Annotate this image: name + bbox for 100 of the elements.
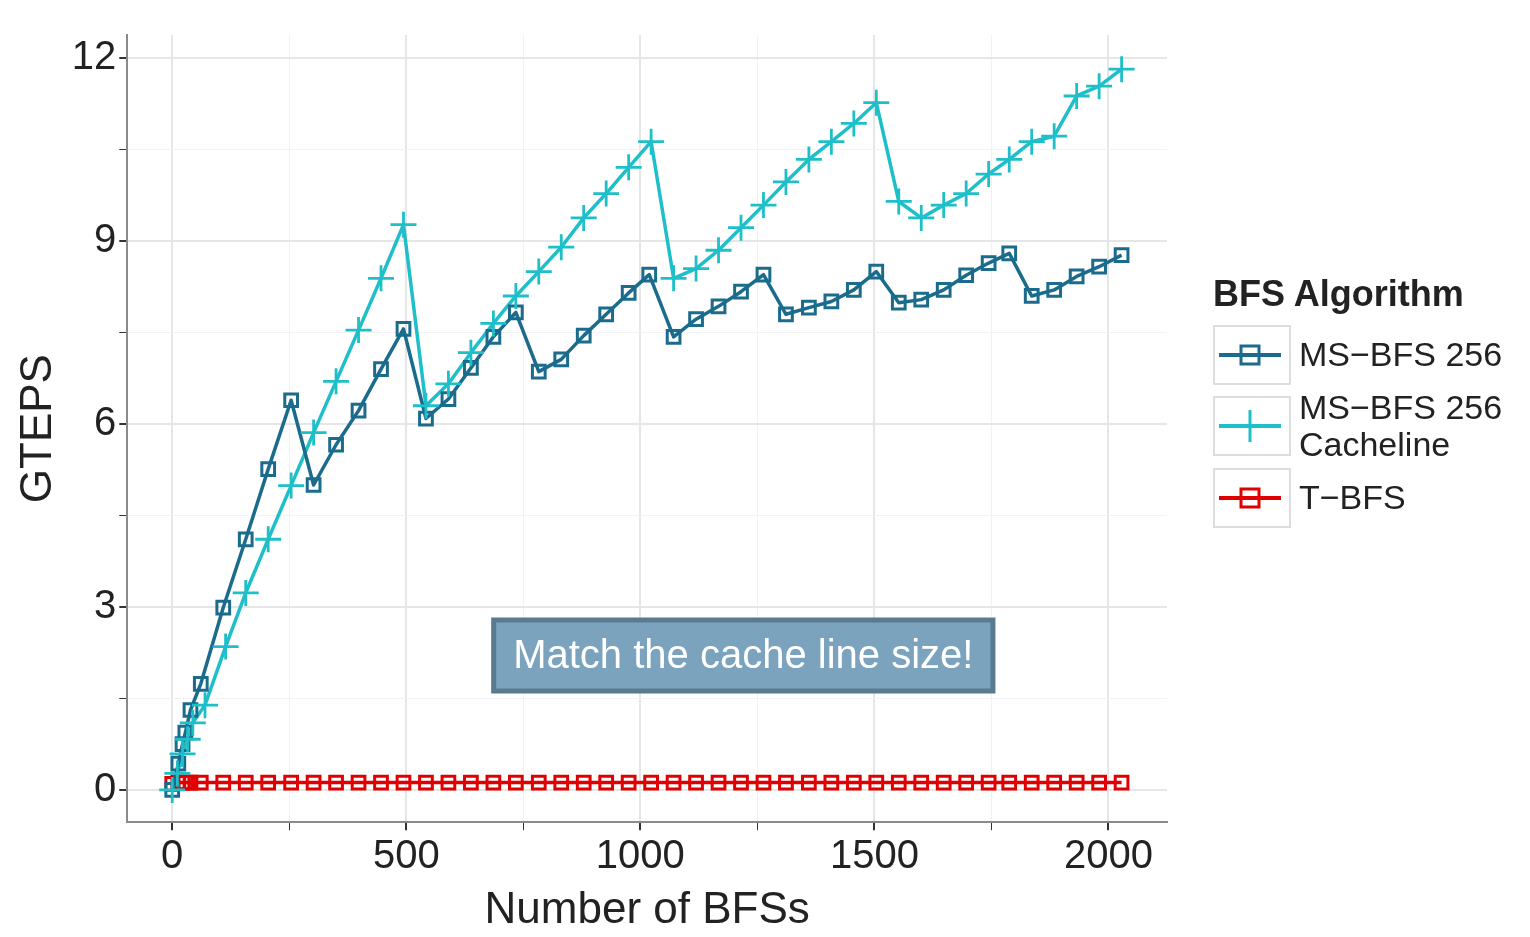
y-axis-title: GTEPS [10, 354, 60, 504]
point [1086, 73, 1113, 100]
point [890, 774, 907, 791]
point [174, 726, 201, 753]
point [350, 774, 367, 791]
point [1001, 774, 1018, 791]
point [328, 774, 344, 791]
point [255, 526, 282, 553]
point [975, 161, 1002, 188]
point [237, 531, 254, 548]
point [1068, 268, 1085, 285]
point [868, 774, 885, 791]
point [345, 317, 372, 344]
y-tick-label: 3 [94, 581, 117, 626]
y-tick-label: 6 [94, 399, 117, 444]
point [958, 774, 975, 791]
point [728, 214, 755, 241]
point [530, 774, 547, 791]
point [260, 461, 277, 478]
point [818, 128, 845, 155]
point [412, 392, 439, 419]
point [395, 774, 412, 791]
point [863, 89, 890, 116]
legend-label: MS−BFS 256 [1299, 335, 1504, 374]
point [705, 237, 732, 264]
point [232, 579, 259, 606]
point [890, 294, 907, 311]
point [283, 774, 299, 791]
point [980, 774, 997, 791]
point [840, 110, 867, 137]
point [801, 299, 817, 316]
point [845, 774, 862, 791]
point [480, 310, 507, 337]
point [643, 774, 659, 791]
point [885, 188, 912, 215]
point [300, 419, 327, 446]
point [1023, 288, 1040, 304]
y-tick-label: 9 [94, 216, 117, 261]
point [615, 154, 642, 181]
point [305, 774, 322, 791]
point [620, 285, 637, 301]
point [1113, 247, 1130, 263]
x-tick-label: 0 [161, 832, 184, 877]
point [660, 265, 687, 292]
point [930, 192, 957, 219]
point [323, 368, 350, 395]
point [179, 709, 206, 736]
point [1046, 282, 1063, 298]
point [913, 291, 930, 308]
point [868, 263, 885, 280]
y-tick-label: 0 [94, 764, 117, 809]
point [1108, 56, 1135, 83]
point [260, 774, 277, 791]
point [598, 774, 615, 791]
legend-title: BFS Algorithm [1213, 273, 1465, 315]
point [418, 410, 434, 427]
point [192, 675, 209, 692]
point [953, 180, 980, 207]
point [778, 306, 794, 323]
point [350, 402, 367, 419]
point [390, 211, 417, 238]
point [683, 255, 710, 282]
point [598, 306, 615, 323]
point [278, 472, 305, 499]
point [435, 370, 462, 397]
point [641, 266, 658, 283]
point [996, 146, 1023, 173]
point [553, 774, 570, 791]
point [1023, 774, 1040, 791]
point [688, 311, 704, 328]
point [755, 266, 772, 283]
point [750, 192, 777, 219]
point [795, 146, 822, 173]
point [192, 774, 209, 791]
point [1018, 128, 1045, 155]
point [463, 360, 479, 376]
point [908, 204, 935, 231]
point [593, 180, 620, 207]
point [328, 436, 344, 453]
point [170, 755, 187, 772]
point [395, 321, 412, 337]
point [530, 363, 547, 380]
point [823, 774, 840, 791]
annotation: Match the cache line size! [513, 631, 974, 676]
point [1091, 774, 1107, 791]
point [164, 760, 191, 787]
point [665, 328, 682, 345]
point [215, 599, 232, 616]
point [502, 282, 529, 309]
point [980, 255, 997, 271]
point [548, 234, 575, 261]
point [169, 740, 196, 767]
point [192, 692, 218, 719]
point [1001, 245, 1018, 262]
point [755, 774, 772, 791]
point [575, 327, 592, 344]
point [823, 293, 840, 310]
point [1046, 774, 1063, 791]
x-tick-label: 1500 [829, 832, 919, 877]
point [688, 774, 704, 791]
